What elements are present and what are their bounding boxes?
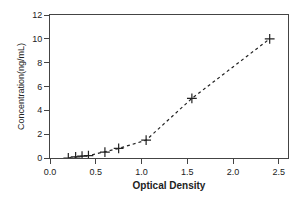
svg-text:0.5: 0.5 bbox=[90, 167, 103, 177]
svg-text:10: 10 bbox=[32, 34, 42, 44]
svg-text:1.5: 1.5 bbox=[181, 167, 194, 177]
svg-text:Concentration(ng/mL): Concentration(ng/mL) bbox=[16, 43, 26, 130]
svg-text:4: 4 bbox=[37, 105, 42, 115]
svg-text:8: 8 bbox=[37, 58, 42, 68]
svg-text:0.0: 0.0 bbox=[44, 167, 57, 177]
svg-text:2.5: 2.5 bbox=[273, 167, 286, 177]
svg-text:6: 6 bbox=[37, 82, 42, 92]
svg-text:2.0: 2.0 bbox=[227, 167, 240, 177]
svg-text:1.0: 1.0 bbox=[135, 167, 148, 177]
svg-text:0: 0 bbox=[37, 153, 42, 163]
svg-text:Optical Density: Optical Density bbox=[133, 180, 206, 191]
svg-text:2: 2 bbox=[37, 129, 42, 139]
svg-text:12: 12 bbox=[32, 10, 42, 20]
